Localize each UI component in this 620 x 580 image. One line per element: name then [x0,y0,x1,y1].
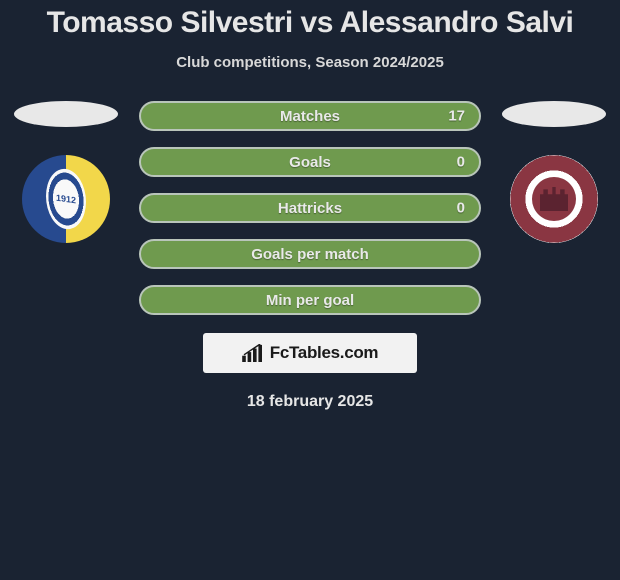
stat-label: Hattricks [278,200,342,217]
stats-row: 1912 Matches 17 Goals 0 Hattricks 0 Goals per … [0,101,620,315]
stat-value-right: 0 [457,200,465,217]
stat-bar: Goals per match [139,239,481,269]
left-player-column: 1912 [11,101,121,243]
comparison-subtitle: Club competitions, Season 2024/2025 [0,54,620,71]
badge-left-inner: 1912 [46,166,86,232]
brand-box: FcTables.com [203,333,417,373]
brand-chart-icon [242,344,264,362]
left-player-ellipse [14,101,118,127]
left-club-badge: 1912 [22,155,110,243]
page-date: 18 february 2025 [0,393,620,411]
stats-bars: Matches 17 Goals 0 Hattricks 0 Goals per match… [139,101,481,315]
comparison-title: Tomasso Silvestri vs Alessandro Salvi [0,6,620,40]
stat-bar: Min per goal [139,285,481,315]
badge-right-inner [532,177,576,221]
right-player-ellipse [502,101,606,127]
stat-value-right: 0 [457,154,465,171]
stat-label: Matches [280,108,340,125]
stat-value-right: 17 [448,108,465,125]
right-player-column [499,101,609,243]
stat-bar: Matches 17 [139,101,481,131]
stat-label: Min per goal [266,292,354,309]
stat-label: Goals per match [251,246,369,263]
stat-bar: Goals 0 [139,147,481,177]
stat-label: Goals [289,154,331,171]
brand-text: FcTables.com [270,343,379,363]
stat-bar: Hattricks 0 [139,193,481,223]
right-club-badge [510,155,598,243]
